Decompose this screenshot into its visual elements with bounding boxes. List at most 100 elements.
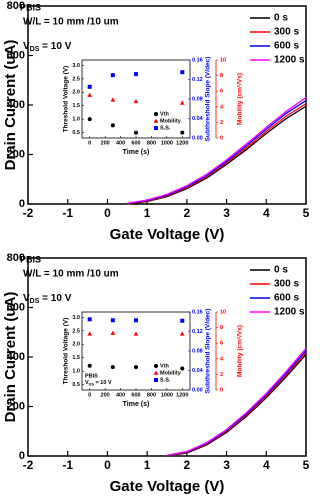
annotation: W/L = 10 mm /10 um	[23, 269, 119, 280]
legend-label: 0 s	[274, 13, 288, 24]
inset-y2-tick-label: 0.04	[192, 116, 204, 122]
inset-x-tick-label: 400	[116, 140, 125, 146]
inset-x-tick-label: 200	[101, 392, 110, 398]
marker	[180, 318, 185, 323]
x-tick-label: 1	[144, 206, 151, 220]
inset-y3-tick-label: 2	[220, 120, 223, 126]
inset-y-tick-label: 0.5	[72, 130, 80, 136]
legend-label: 300 s	[274, 279, 299, 290]
inset-x-tick-label: 800	[147, 140, 156, 146]
legend-marker	[154, 378, 158, 382]
legend-marker	[154, 126, 158, 130]
legend-marker	[154, 364, 158, 368]
inset-x-tick-label: 1000	[161, 140, 173, 146]
inset-x-tick-label: 1200	[176, 140, 188, 146]
inset-y3-tick-label: 0	[220, 135, 223, 141]
inset-y2-tick-label: 0.08	[192, 96, 203, 102]
inset-y-tick-label: 2.5	[72, 76, 80, 82]
inset-legend-label: Vth	[160, 111, 170, 117]
marker	[179, 331, 185, 336]
inset-y3-tick-label: 8	[220, 325, 223, 331]
inset-y-tick-label: 3.0	[72, 63, 80, 69]
inset-y2-tick-label: 0.00	[192, 135, 203, 141]
chart-title: PBIS	[20, 254, 41, 264]
inset-y-tick-label: 1.0	[72, 369, 80, 375]
inset-y2-tick-label: 0.12	[192, 329, 203, 335]
inset-y-label: Threshold Voltage (V)	[63, 66, 70, 133]
marker	[87, 84, 92, 89]
marker	[87, 317, 92, 322]
y-tick-label: 400	[7, 99, 25, 111]
inset-y-tick-label: 1.5	[72, 103, 80, 109]
marker	[134, 318, 138, 323]
x-tick-label: 3	[223, 206, 230, 220]
inset-x-tick-label: 200	[101, 140, 110, 146]
inset-y2-tick-label: 0.16	[192, 309, 203, 315]
inset-x-tick-label: 1000	[161, 392, 173, 398]
inset-y3-tick-label: 6	[220, 341, 223, 347]
x-tick-label: 4	[263, 458, 270, 472]
inset-x-tick-label: 600	[131, 392, 140, 398]
inset-y-tick-label: 3.0	[72, 315, 80, 321]
legend-marker	[153, 118, 159, 123]
marker	[87, 331, 93, 336]
vds-annotation: VDS = 10 V	[23, 41, 72, 53]
inset-y-tick-label: 1.0	[72, 117, 80, 123]
x-tick-label: -1	[62, 206, 73, 220]
vds-value: = 10 V	[39, 41, 71, 52]
y-tick-label: 0	[19, 198, 25, 210]
y-tick-label: 200	[7, 400, 25, 412]
marker	[134, 365, 138, 370]
inset-y2-label: Subthreshold Slope (V/dec)	[205, 309, 212, 394]
y-tick-label: 400	[7, 351, 25, 363]
marker	[110, 318, 115, 323]
legend-label: 0 s	[274, 265, 288, 276]
marker	[180, 366, 185, 371]
inset-y2-tick-label: 0.16	[192, 57, 203, 63]
legend-marker	[153, 370, 159, 375]
vds-subscript: DS	[30, 298, 40, 305]
marker	[87, 92, 93, 97]
y-axis-label: Drain Current (uA)	[2, 292, 19, 423]
x-axis-label: Gate Voltage (V)	[110, 478, 225, 495]
legend-label: 1200 s	[274, 307, 305, 318]
x-tick-label: -2	[23, 458, 34, 472]
x-tick-label: 1	[144, 458, 151, 472]
vds-subscript: DS	[89, 383, 95, 387]
x-tick-label: 5	[303, 458, 310, 472]
marker	[87, 117, 92, 122]
marker	[110, 330, 116, 335]
inset-y-tick-label: 2.0	[72, 90, 80, 96]
marker	[87, 363, 92, 368]
marker	[133, 98, 139, 104]
y-tick-label: 600	[7, 301, 25, 313]
inset-y2-tick-label: 0.00	[192, 387, 203, 393]
inset-x-tick-label: 0	[88, 140, 91, 146]
legend-label: 1200 s	[274, 55, 305, 66]
x-tick-label: 2	[184, 206, 191, 220]
vds-annotation: VDS = 10 V	[23, 293, 72, 305]
marker	[110, 97, 116, 102]
inset-y3-tick-label: 10	[220, 309, 226, 315]
inset-x-label: Time (s)	[123, 149, 150, 156]
inset-legend-label: Mobility	[160, 118, 182, 124]
inset-y2-tick-label: 0.12	[192, 77, 203, 83]
legend-label: 300 s	[274, 27, 299, 38]
marker	[179, 100, 185, 105]
inset-x-tick-label: 600	[131, 140, 140, 146]
inset-x-tick-label: 800	[147, 392, 156, 398]
vds-symbol: V	[23, 293, 30, 304]
inset-y2-tick-label: 0.08	[192, 348, 203, 354]
x-axis-label: Gate Voltage (V)	[110, 226, 225, 243]
legend-label: 600 s	[274, 293, 299, 304]
x-tick-label: 3	[223, 458, 230, 472]
inset-frame	[81, 311, 191, 391]
inset-y3-label: Mobility (cm²/Vs)	[237, 325, 244, 377]
inset-y3-tick-label: 6	[220, 89, 223, 95]
marker	[134, 130, 138, 135]
x-tick-label: -1	[62, 458, 73, 472]
curve	[166, 347, 307, 456]
vds-value: = 10 V	[39, 293, 71, 304]
inset-y-tick-label: 2.0	[72, 342, 80, 348]
